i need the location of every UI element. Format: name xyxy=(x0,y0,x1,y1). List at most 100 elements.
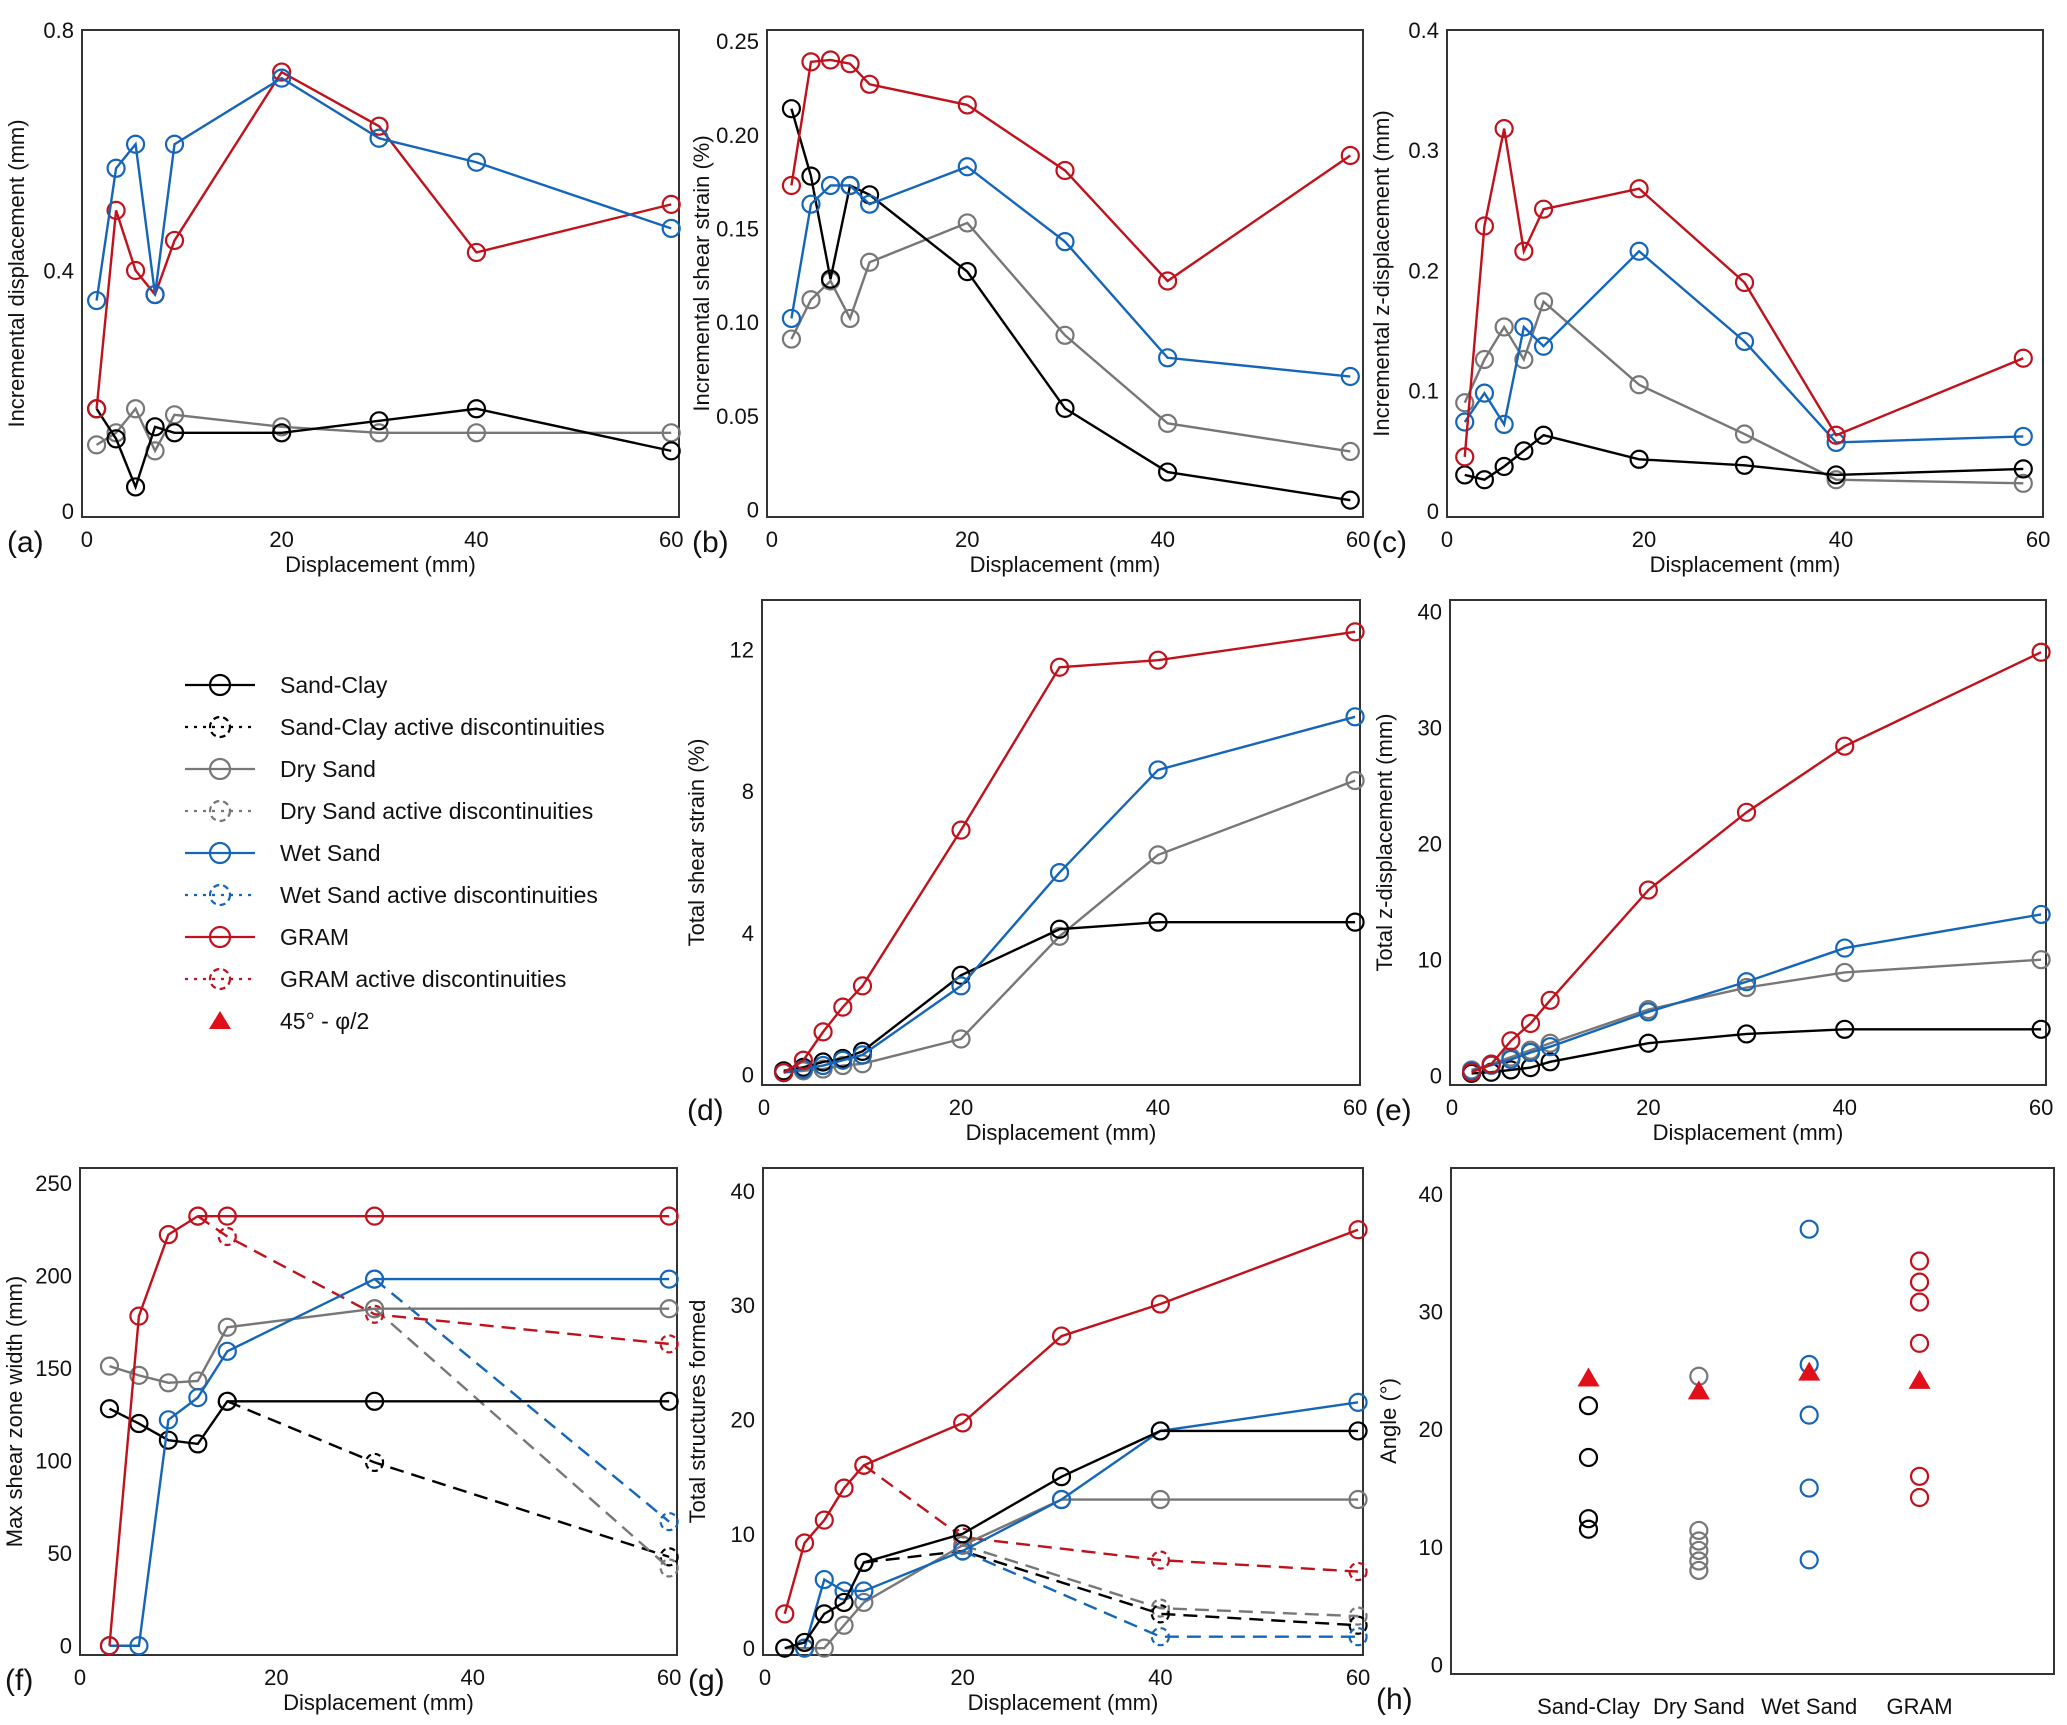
data-point xyxy=(188,1388,208,1408)
data-point xyxy=(1348,1489,1368,1510)
series-line-wet-sand-active-discontinuities xyxy=(962,1549,1359,1638)
y-tick-label: 40 xyxy=(1419,1182,1443,1207)
data-point xyxy=(775,1604,795,1624)
legend-item: Wet Sand xyxy=(185,840,381,866)
data-point xyxy=(1799,1219,1819,1239)
panel-label: (b) xyxy=(692,526,729,559)
x-tick-label: 20 xyxy=(955,527,979,552)
x-tick-label: 60 xyxy=(1343,1095,1367,1120)
data-point xyxy=(659,1334,679,1354)
x-tick-label: 40 xyxy=(1832,1095,1856,1120)
data-point xyxy=(188,1434,208,1454)
data-point xyxy=(1157,413,1178,433)
data-point xyxy=(661,194,681,214)
data-point xyxy=(661,218,681,239)
data-point xyxy=(1533,336,1554,356)
category-label: Wet Sand xyxy=(1761,1694,1857,1719)
data-point xyxy=(2013,473,2033,493)
series-line-sand-clay-active-discontinuities xyxy=(226,1400,670,1559)
series-line-sand-clay xyxy=(95,407,672,491)
series-line-sand-clay-active-discontinuities xyxy=(863,1549,1359,1627)
y-tick-label: 8 xyxy=(742,779,754,804)
data-point xyxy=(145,284,165,305)
data-point xyxy=(820,175,841,196)
data-point xyxy=(1150,1489,1170,1510)
category-label: Sand-Clay xyxy=(1537,1694,1640,1719)
data-point xyxy=(1494,119,1514,139)
data-point xyxy=(1578,1509,1599,1529)
data-point xyxy=(125,477,146,497)
series-line-sand-clay xyxy=(784,1429,1359,1650)
x-tick-label: 40 xyxy=(1146,1095,1170,1120)
x-tick-label: 60 xyxy=(659,527,683,552)
x-tick-label: 20 xyxy=(269,527,293,552)
data-point xyxy=(1150,1550,1170,1570)
data-point xyxy=(272,417,292,437)
y-tick-label: 30 xyxy=(1419,1300,1443,1325)
data-point xyxy=(801,194,821,214)
data-point xyxy=(854,1581,874,1601)
y-axis-label: Max shear zone width (mm) xyxy=(2,1276,27,1547)
plot-frame xyxy=(762,1167,1364,1656)
data-point xyxy=(1455,393,1475,413)
y-tick-label: 30 xyxy=(731,1293,755,1318)
data-point xyxy=(106,158,126,178)
x-tick-label: 0 xyxy=(1446,1095,1458,1120)
data-point xyxy=(1148,650,1168,670)
y-tick-label: 0 xyxy=(62,499,74,524)
data-point xyxy=(2031,642,2051,662)
series-line-wet-sand xyxy=(109,1277,670,1647)
x-tick-label: 40 xyxy=(1829,527,1853,552)
x-tick-label: 40 xyxy=(464,527,488,552)
data-point xyxy=(1148,760,1168,780)
series-line-gram xyxy=(783,1228,1359,1615)
data-point xyxy=(1051,1326,1072,1346)
series-line-dry-sand xyxy=(784,1498,1359,1650)
y-tick-label: 10 xyxy=(1418,948,1442,973)
data-point xyxy=(1345,707,1365,727)
legend-marker-icon xyxy=(208,799,232,823)
legend-marker-icon xyxy=(208,757,232,781)
data-point xyxy=(1629,179,1649,199)
data-point xyxy=(1909,1292,1930,1312)
data-point xyxy=(1734,331,1755,352)
y-tick-label: 4 xyxy=(742,921,754,946)
data-point xyxy=(1629,449,1649,469)
data-point xyxy=(106,429,126,449)
legend-marker-icon xyxy=(208,673,232,697)
y-tick-label: 0.2 xyxy=(1408,258,1439,283)
data-point xyxy=(659,1391,679,1411)
data-point xyxy=(466,399,487,419)
data-point xyxy=(466,423,487,443)
data-point xyxy=(1689,1551,1709,1571)
plot-frame xyxy=(766,29,1364,518)
series-line-gram-active-discontinuities xyxy=(863,1464,1359,1573)
data-point xyxy=(1501,1031,1521,1051)
data-point xyxy=(1055,232,1075,252)
data-point xyxy=(1909,1333,1930,1353)
data-point xyxy=(854,1455,874,1475)
data-point xyxy=(364,1304,385,1324)
data-point xyxy=(833,1055,853,1076)
x-tick-label: 20 xyxy=(264,1665,288,1690)
data-point xyxy=(951,820,971,840)
series-line-dry-sand xyxy=(1463,299,2024,485)
series-line-wet-sand xyxy=(803,1401,1359,1649)
data-point xyxy=(1474,470,1495,490)
data-point xyxy=(775,1638,795,1658)
data-point xyxy=(364,1391,385,1411)
data-point xyxy=(1148,845,1168,865)
x-tick-label: 20 xyxy=(1636,1095,1660,1120)
data-point xyxy=(1348,1392,1368,1412)
data-point xyxy=(272,68,292,88)
data-point xyxy=(1909,1251,1930,1271)
data-point xyxy=(801,290,821,310)
data-point xyxy=(466,152,487,172)
data-point xyxy=(1540,1037,1560,1057)
data-point xyxy=(129,1306,149,1326)
y-tick-label: 20 xyxy=(1418,832,1442,857)
data-point xyxy=(1051,1489,1072,1510)
data-point xyxy=(364,1299,385,1319)
panel-e: 0 10 20 30 40 0 20 40 60 Displacement (mm) Total z… xyxy=(1372,599,2053,1145)
data-point xyxy=(813,1022,833,1042)
